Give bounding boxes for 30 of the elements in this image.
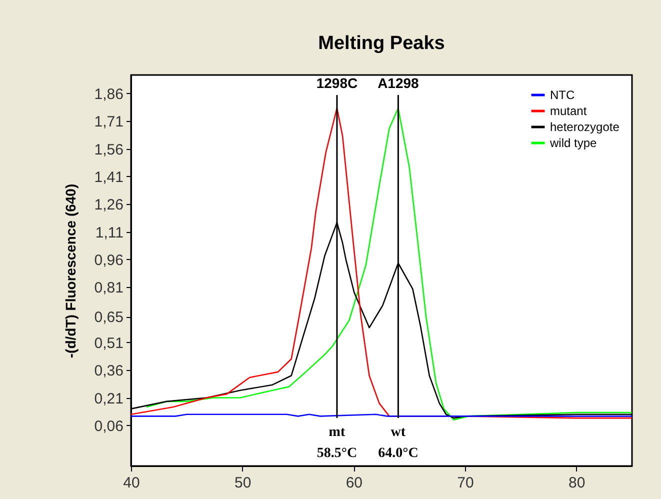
y-tick-label: 1,26 [94, 196, 124, 214]
y-tick-label: 1,71 [94, 114, 124, 131]
y-tick-label: 0,06 [94, 418, 124, 435]
legend-label: heterozygote [550, 120, 620, 134]
y-tick-label: 0,21 [94, 390, 124, 408]
y-tick-label: 0,51 [94, 334, 124, 352]
annotation: 64.0°C [378, 446, 418, 461]
annotation: wt [390, 425, 406, 440]
ref-line-label: 1298C [316, 75, 358, 91]
annotation: 58.5°C [316, 446, 358, 461]
x-tick-label: 40 [123, 474, 140, 492]
ref-line-label: A1298 [378, 75, 420, 91]
y-tick-label: 0,81 [94, 280, 124, 297]
x-tick-label: 80 [568, 474, 586, 492]
annotation: mt [328, 425, 346, 440]
y-tick-label: 1,41 [94, 168, 124, 186]
y-axis-title: -(d/dT) Fluorescence (640) [62, 184, 78, 358]
y-tick-label: 0,36 [94, 362, 124, 380]
y-tick-label: 0,96 [94, 252, 124, 269]
x-tick-label: 60 [346, 474, 363, 492]
chart-title: Melting Peaks [318, 33, 445, 54]
y-tick-label: 1,56 [94, 141, 124, 158]
y-tick-label: 0,65 [94, 309, 124, 326]
y-tick-label: 1,11 [95, 224, 124, 242]
x-tick-label: 70 [457, 474, 474, 492]
legend-label: NTC [550, 88, 575, 102]
y-tick-label: 1,86 [94, 86, 124, 103]
legend-label: mutant [550, 104, 588, 118]
x-tick-label: 50 [234, 474, 252, 492]
legend-label: wild type [549, 136, 598, 150]
